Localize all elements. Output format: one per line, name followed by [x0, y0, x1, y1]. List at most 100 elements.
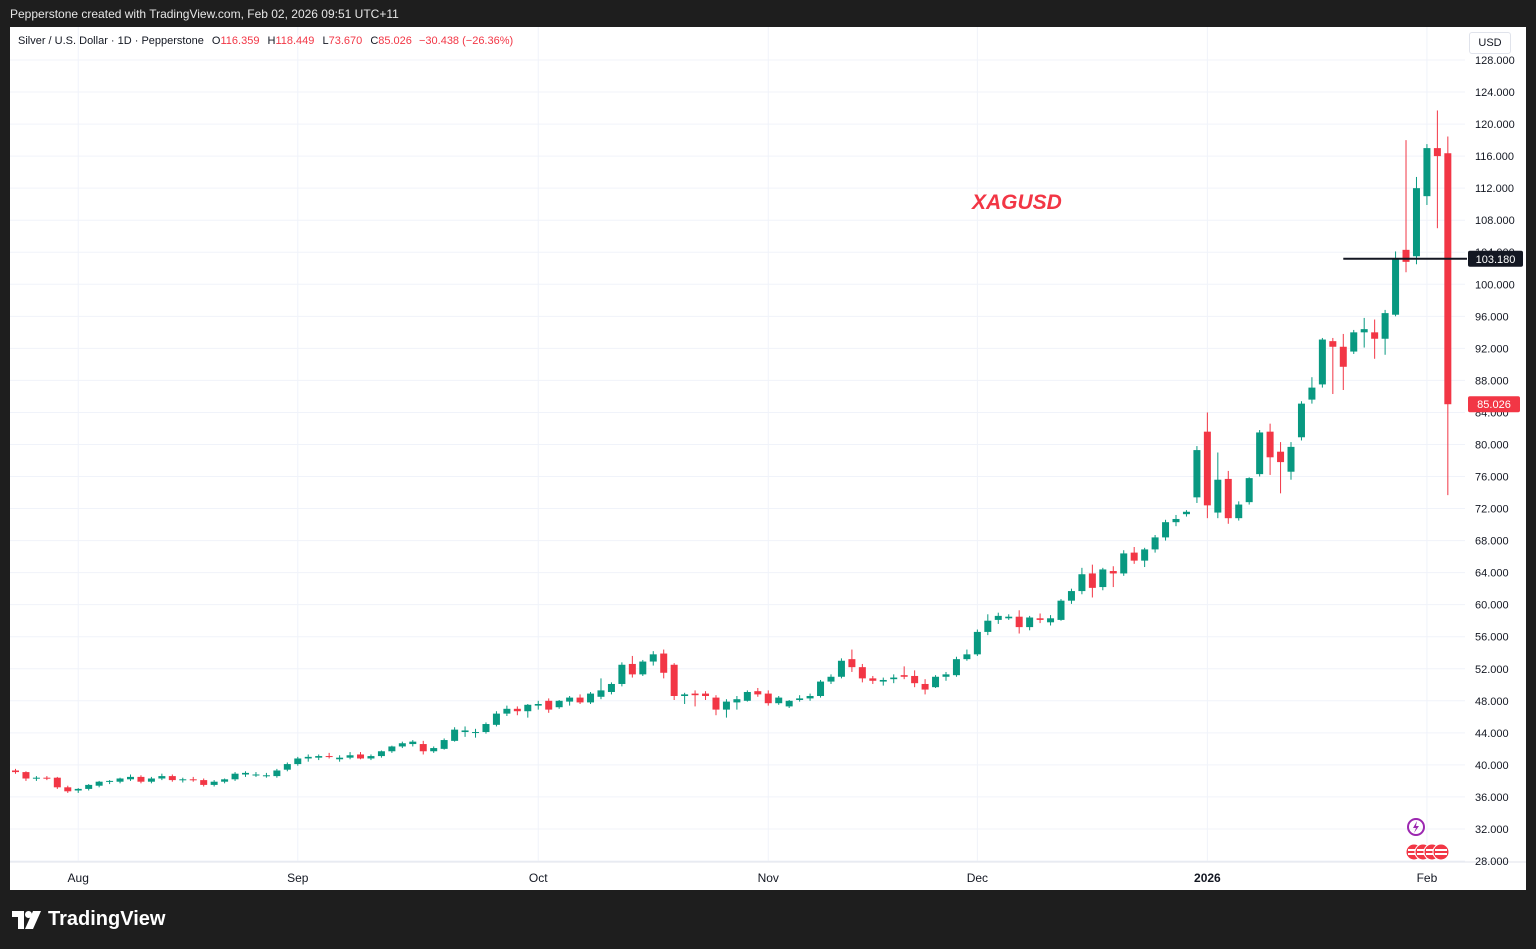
y-tick-label: 60.000: [1475, 600, 1509, 612]
candle-body-up: [430, 748, 438, 752]
candle-body-up: [85, 784, 93, 789]
candle-body-up: [681, 694, 689, 696]
candle-body-up: [1099, 569, 1107, 588]
flag-stripe: [1426, 853, 1438, 855]
currency-button[interactable]: USD: [1469, 32, 1511, 54]
flag-stripe: [1417, 849, 1429, 851]
last-price-label: 85.026: [1477, 399, 1511, 411]
candle-body-down: [357, 754, 365, 759]
x-tick-label: Aug: [68, 871, 89, 885]
y-tick-label: 92.000: [1475, 343, 1509, 355]
candle-body-up: [649, 654, 657, 662]
candle-body-up: [817, 681, 825, 696]
candle-body-down: [64, 787, 72, 792]
candle-body-down: [1277, 451, 1285, 463]
candlestick-chart[interactable]: 28.000 32.000 36.000 40.000 44.000 48.000 52.0…: [10, 27, 1526, 890]
candle-body-up: [1287, 446, 1295, 472]
candle-body-up: [32, 777, 40, 779]
close-label: C: [370, 35, 379, 47]
candle-body-up: [796, 698, 804, 700]
candle-body-down: [53, 777, 61, 788]
y-tick-label: 80.000: [1475, 439, 1509, 451]
flag-stripe: [1408, 849, 1420, 851]
candle-body-down: [848, 659, 856, 668]
flag-stripe: [1435, 853, 1447, 855]
candle-body-up: [639, 661, 647, 675]
candle-body-down: [764, 693, 772, 704]
candle-body-up: [1172, 518, 1180, 523]
candle-body-down: [325, 756, 333, 758]
y-tick-label: 64.000: [1475, 568, 1509, 580]
x-tick-label: Sep: [287, 871, 309, 885]
candle-body-up: [74, 788, 82, 791]
candle-body-down: [628, 663, 636, 675]
x-tick-label: Feb: [1417, 871, 1438, 885]
x-tick-label: Nov: [758, 871, 779, 885]
candle-body-down: [691, 693, 699, 696]
watermark-header: Pepperstone created with TradingView.com…: [10, 7, 399, 21]
candle-body-down: [670, 664, 678, 696]
candle-body-up: [398, 743, 406, 747]
candle-body-down: [1015, 616, 1023, 628]
candle-body-up: [827, 676, 835, 682]
y-tick-label: 40.000: [1475, 760, 1509, 772]
candle-body-up: [1235, 504, 1243, 519]
candle-body-up: [1047, 618, 1055, 623]
candle-body-down: [869, 678, 877, 681]
candle-body-up: [273, 770, 281, 777]
y-tick-label: 68.000: [1475, 536, 1509, 548]
candle-body-up: [367, 756, 375, 759]
candle-body-up: [524, 704, 532, 712]
y-tick-label: 76.000: [1475, 472, 1509, 484]
candle-body-up: [587, 693, 595, 703]
open-label: O: [211, 35, 221, 47]
candle-body-down: [200, 780, 208, 785]
candle-body-up: [1360, 329, 1368, 333]
y-tick-label: 52.000: [1475, 664, 1509, 676]
candle-body-down: [12, 770, 19, 773]
tradingview-logo-icon: [12, 910, 41, 929]
candle-body-down: [1266, 431, 1274, 458]
chart-panel[interactable]: 28.000 32.000 36.000 40.000 44.000 48.000 52.0…: [10, 27, 1526, 890]
candle-body-up: [262, 775, 270, 777]
level-label: 103.180: [1476, 254, 1516, 266]
candle-body-up: [534, 704, 542, 706]
candle-body-up: [932, 676, 940, 688]
tradingview-logo: TradingView: [12, 908, 165, 931]
candle-body-up: [106, 780, 114, 782]
candle-body-up: [1412, 188, 1420, 257]
candle-body-up: [1256, 432, 1264, 475]
x-tick-label: Dec: [967, 871, 988, 885]
candle-body-up: [1026, 617, 1034, 628]
candle-body-down: [900, 675, 908, 677]
candle-body-up: [1078, 574, 1086, 592]
candle-body-up: [283, 764, 291, 770]
candle-body-up: [492, 713, 500, 725]
y-tick-label: 48.000: [1475, 696, 1509, 708]
candle-body-up: [147, 778, 155, 782]
candle-body-down: [858, 667, 866, 679]
candle-body-up: [1151, 537, 1159, 550]
candle-body-up: [1381, 313, 1389, 339]
symbol-legend: Silver / U.S. Dollar · 1D · Pepperstone …: [18, 35, 513, 47]
candle-body-up: [210, 781, 218, 785]
candle-body-down: [754, 691, 762, 695]
x-tick-label: 2026: [1194, 871, 1221, 885]
candle-body-up: [451, 729, 459, 741]
last-price-box: [1468, 396, 1520, 413]
candle-body-up: [1318, 339, 1326, 385]
candle-body-up: [963, 654, 971, 660]
low-label: L: [322, 35, 329, 47]
candle-body-up: [775, 697, 783, 704]
candle-body-up: [1005, 616, 1013, 619]
candle-body-up: [942, 674, 950, 677]
candle-body-down: [712, 697, 720, 710]
candle-body-up: [315, 756, 323, 758]
candle-body-down: [1088, 573, 1096, 588]
candle-body-up: [785, 700, 793, 707]
candle-body-up: [472, 732, 480, 734]
annotation-label: XAGUSD: [971, 191, 1062, 214]
y-tick-label: 28.000: [1475, 856, 1509, 868]
candle-body-up: [252, 774, 260, 776]
candle-body-up: [503, 708, 511, 714]
